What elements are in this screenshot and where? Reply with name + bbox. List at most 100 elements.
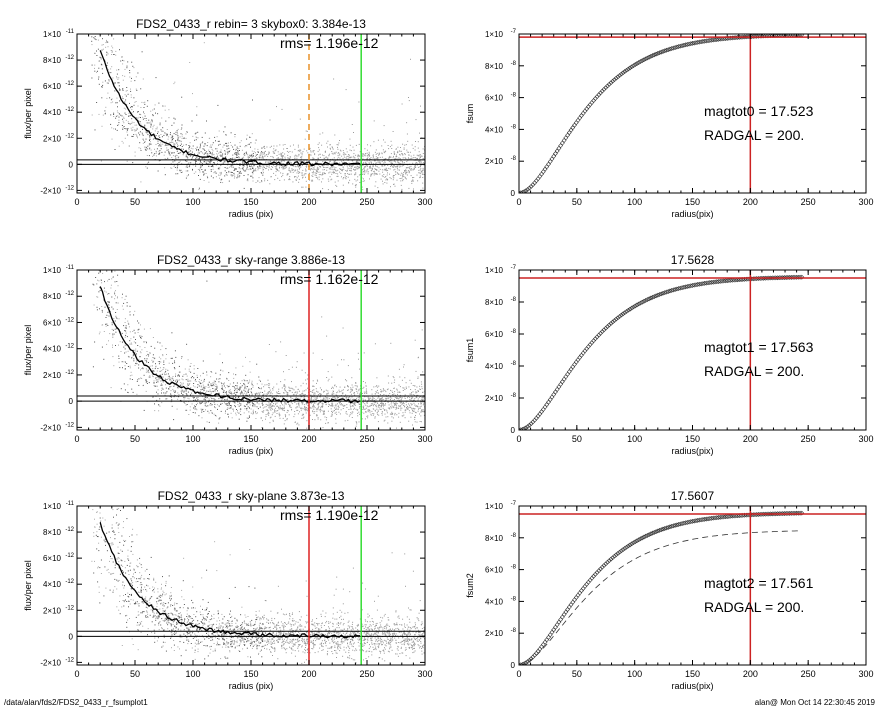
data-point bbox=[97, 220, 98, 221]
data-point bbox=[398, 412, 400, 414]
data-point bbox=[395, 173, 397, 175]
data-point bbox=[401, 397, 403, 399]
data-point bbox=[329, 176, 331, 178]
data-point bbox=[241, 392, 243, 394]
data-point bbox=[228, 180, 230, 182]
data-point bbox=[354, 166, 355, 168]
data-point bbox=[250, 388, 252, 390]
data-point bbox=[115, 302, 117, 304]
data-point bbox=[409, 393, 411, 395]
data-point bbox=[371, 396, 373, 398]
data-point bbox=[232, 146, 234, 148]
data-point bbox=[164, 394, 166, 396]
data-point bbox=[300, 409, 302, 411]
data-point bbox=[341, 359, 342, 361]
data-point bbox=[170, 394, 172, 396]
data-point bbox=[159, 377, 161, 379]
data-point bbox=[133, 358, 135, 360]
data-point bbox=[344, 164, 345, 166]
data-point bbox=[313, 170, 314, 172]
data-point bbox=[256, 154, 258, 155]
data-point bbox=[271, 168, 273, 170]
data-point bbox=[537, 173, 543, 179]
data-point bbox=[398, 157, 400, 159]
data-point bbox=[262, 394, 264, 396]
data-point bbox=[105, 317, 107, 318]
data-point bbox=[211, 166, 213, 167]
y-tick-label: 2×10 bbox=[43, 134, 62, 143]
data-point bbox=[166, 149, 168, 151]
data-point bbox=[314, 165, 316, 167]
y-tick-label: 8×10 bbox=[43, 56, 62, 65]
data-point bbox=[385, 399, 387, 401]
data-point bbox=[112, 47, 114, 49]
data-point bbox=[358, 411, 360, 413]
data-point bbox=[145, 131, 147, 133]
data-point bbox=[422, 167, 424, 169]
data-point bbox=[254, 161, 256, 163]
data-point bbox=[211, 398, 213, 399]
data-point bbox=[420, 166, 421, 168]
data-point bbox=[403, 176, 405, 177]
data-point bbox=[354, 185, 356, 186]
data-point bbox=[227, 386, 229, 388]
data-point bbox=[208, 162, 210, 164]
data-point bbox=[364, 393, 366, 394]
data-point bbox=[377, 414, 379, 416]
data-point bbox=[409, 169, 411, 171]
data-point bbox=[170, 142, 172, 143]
data-point bbox=[409, 397, 411, 399]
data-point bbox=[227, 142, 229, 144]
data-point bbox=[355, 388, 357, 390]
data-point bbox=[350, 168, 352, 170]
data-point bbox=[313, 396, 315, 398]
data-point bbox=[247, 163, 249, 165]
data-point bbox=[251, 156, 253, 158]
data-point bbox=[148, 376, 150, 378]
data-point bbox=[414, 399, 415, 401]
data-point bbox=[159, 367, 161, 369]
data-point bbox=[417, 410, 419, 412]
data-point bbox=[373, 141, 375, 143]
data-point bbox=[369, 398, 371, 400]
data-point bbox=[398, 405, 400, 407]
data-point bbox=[173, 117, 175, 119]
data-point bbox=[337, 158, 339, 160]
data-point bbox=[393, 184, 395, 185]
data-point bbox=[321, 389, 322, 391]
data-point bbox=[405, 382, 407, 384]
data-point bbox=[259, 164, 261, 166]
data-point bbox=[188, 145, 190, 146]
data-point bbox=[364, 172, 366, 174]
data-point bbox=[178, 371, 180, 373]
data-point bbox=[344, 420, 346, 422]
data-point bbox=[171, 357, 173, 359]
data-point bbox=[117, 82, 119, 84]
data-point bbox=[316, 162, 318, 164]
data-point bbox=[396, 396, 398, 398]
data-point bbox=[272, 156, 274, 158]
data-point bbox=[311, 180, 313, 182]
data-point bbox=[176, 386, 178, 388]
data-point bbox=[311, 175, 313, 177]
data-point bbox=[303, 416, 305, 418]
data-point bbox=[381, 169, 383, 171]
data-point bbox=[102, 38, 103, 40]
data-point bbox=[249, 155, 250, 157]
data-point bbox=[396, 172, 398, 174]
data-point bbox=[620, 70, 626, 76]
data-point bbox=[249, 361, 251, 363]
data-point bbox=[189, 155, 191, 157]
data-point bbox=[523, 188, 529, 193]
data-point bbox=[250, 163, 252, 165]
data-point bbox=[363, 178, 364, 180]
data-point bbox=[375, 162, 377, 164]
data-point bbox=[216, 153, 218, 155]
data-point bbox=[418, 172, 420, 174]
data-point bbox=[372, 397, 374, 399]
data-point bbox=[386, 398, 388, 400]
data-point bbox=[304, 408, 306, 410]
data-point bbox=[242, 160, 244, 162]
data-point bbox=[124, 336, 126, 338]
data-point bbox=[366, 171, 368, 173]
